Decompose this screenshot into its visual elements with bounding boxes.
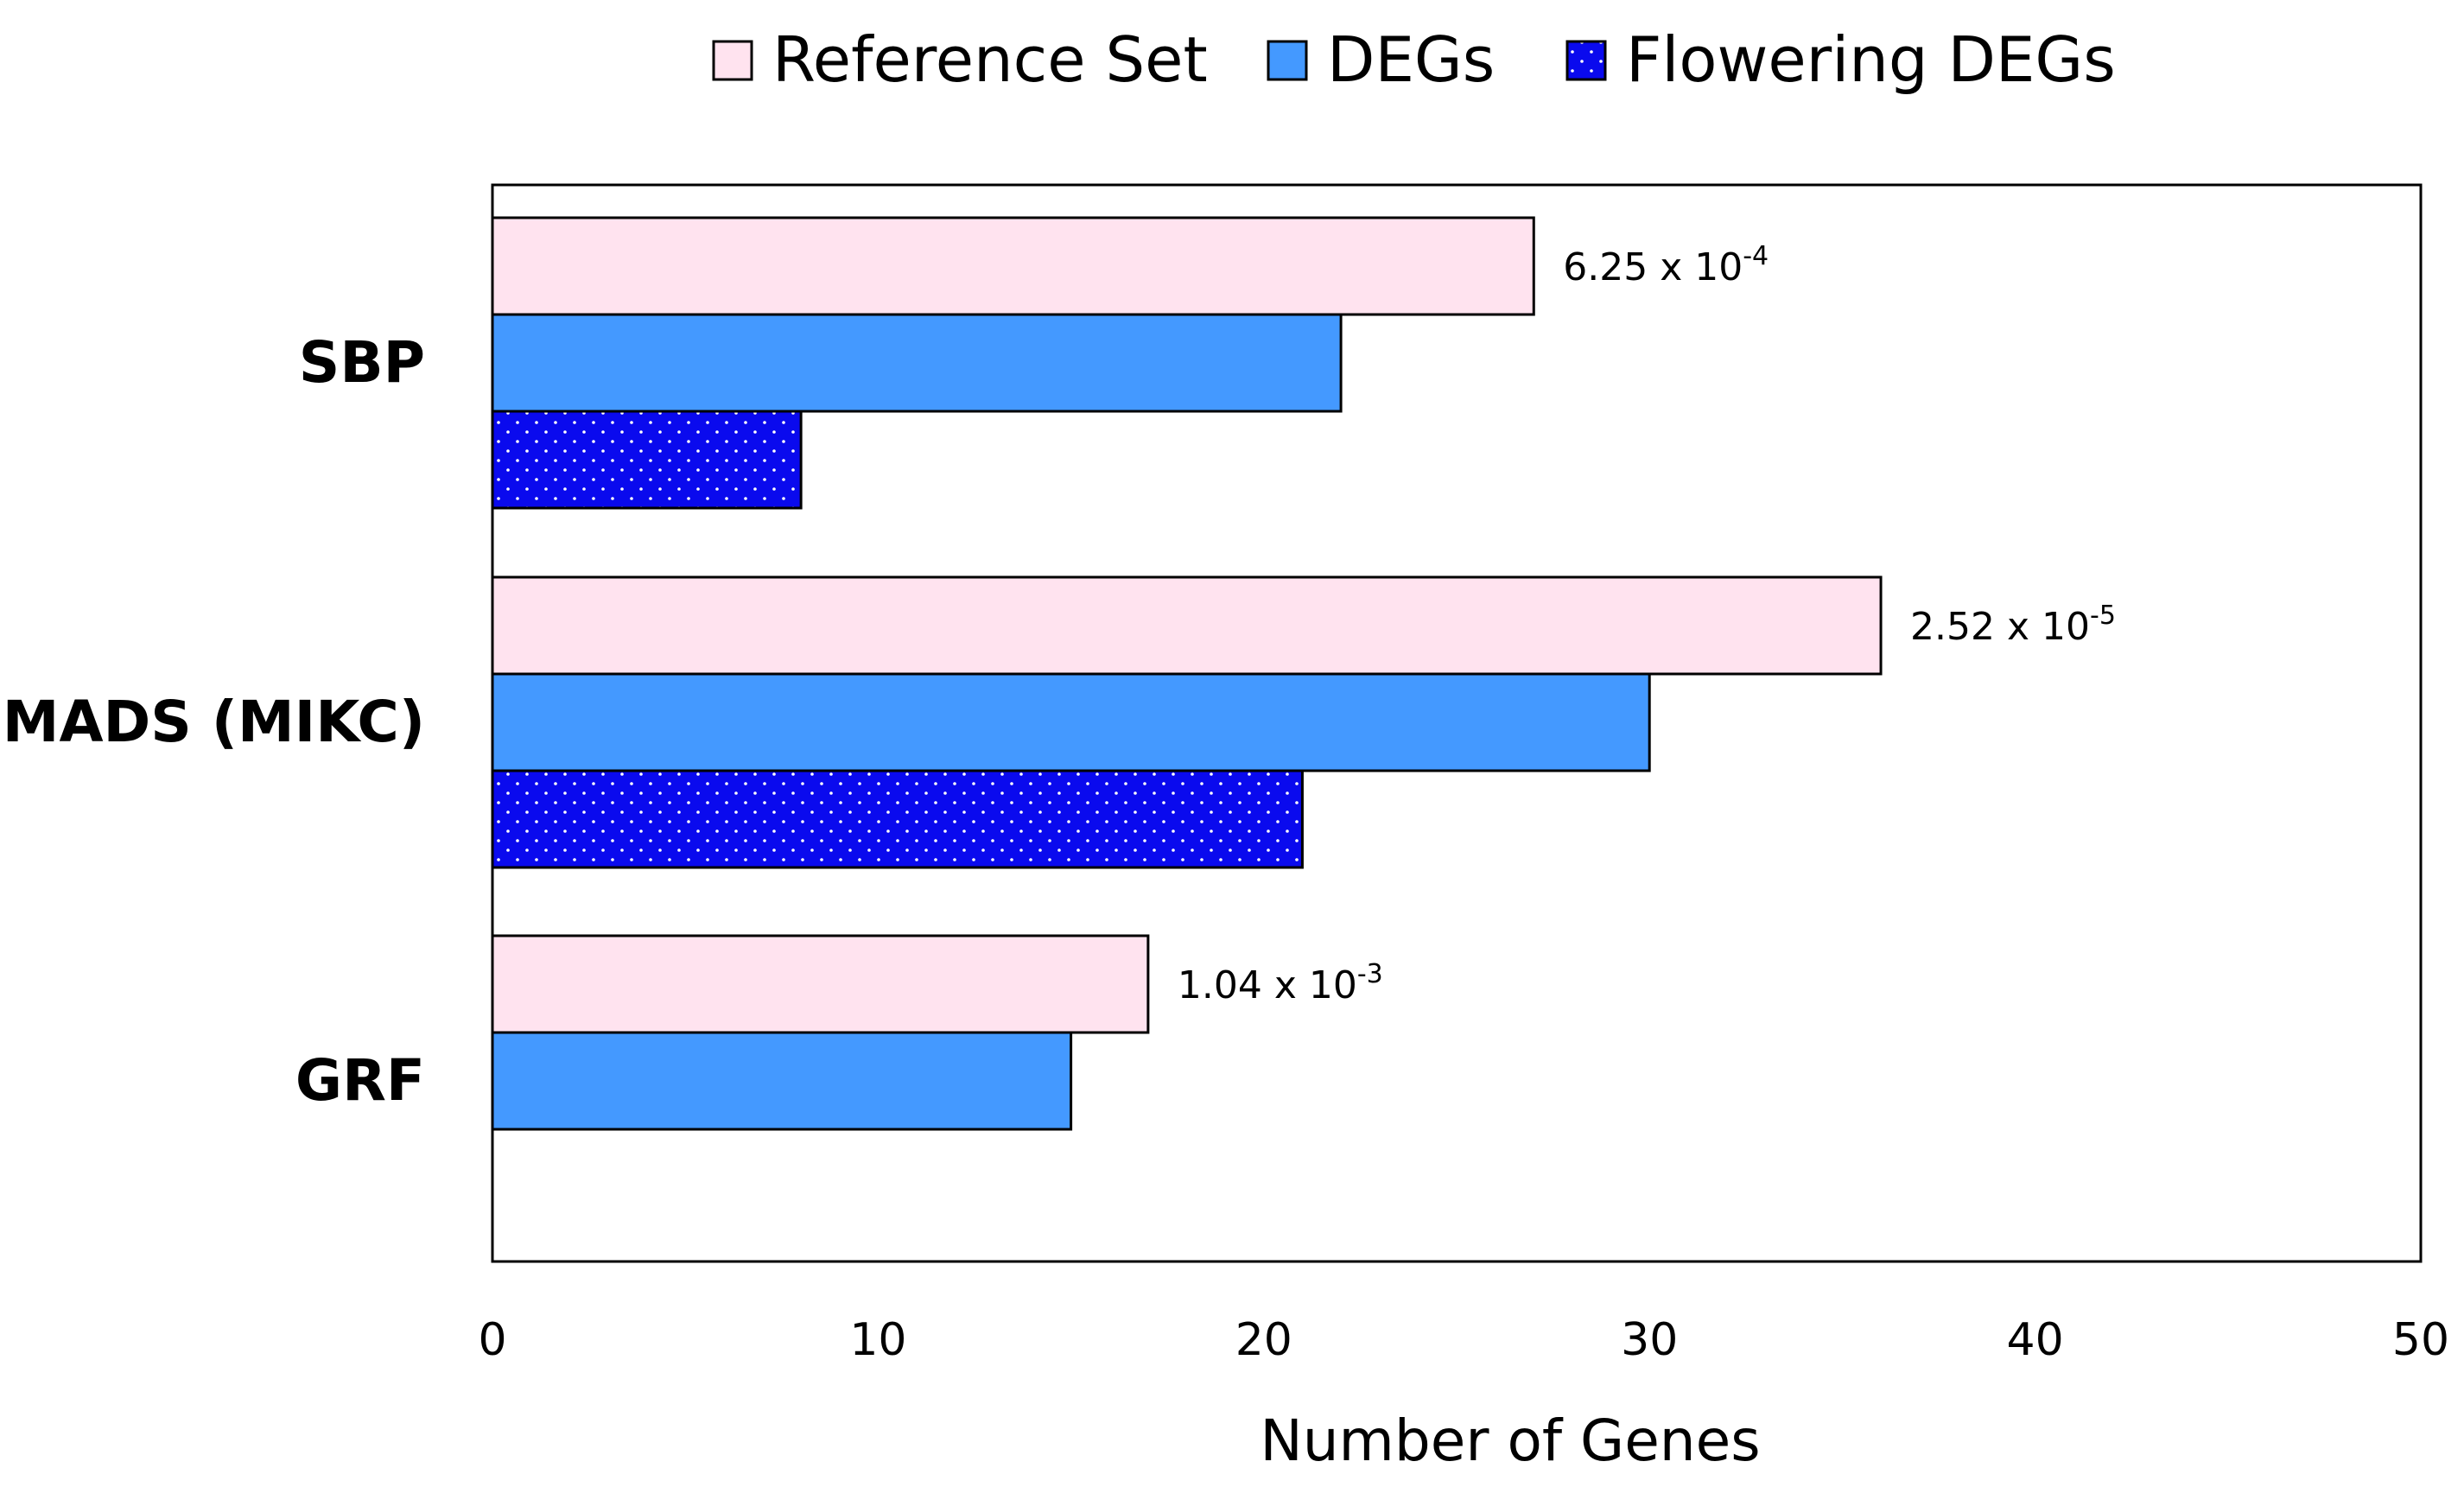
pvalue-label-mads-mikc: 2.52 x 10-5 xyxy=(1910,601,2116,649)
bar-grf-reference-set xyxy=(491,934,1150,1034)
legend-swatch-flowering-degs xyxy=(1565,40,1607,81)
bar-sbp-reference-set xyxy=(491,216,1535,316)
x-tick-label-10: 10 xyxy=(849,1314,906,1366)
category-label-grf: GRF xyxy=(295,1047,425,1114)
legend-label-degs: DEGs xyxy=(1327,23,1495,96)
bar-sbp-flowering-degs xyxy=(491,410,803,510)
pvalue-base: 1.04 x 10 xyxy=(1178,963,1357,1007)
x-tick-label-50: 50 xyxy=(2392,1314,2449,1366)
x-tick-label-40: 40 xyxy=(2007,1314,2064,1366)
legend-label-flowering-degs: Flowering DEGs xyxy=(1626,23,2116,96)
category-labels: SBP MADS (MIKC) GRF xyxy=(3,329,425,1114)
legend: Reference Set DEGs Flowering DEGs xyxy=(712,23,2116,96)
x-tick-label-0: 0 xyxy=(478,1314,506,1366)
legend-label-reference-set: Reference Set xyxy=(772,23,1208,96)
x-tick-label-20: 20 xyxy=(1235,1314,1292,1366)
pvalue-label-sbp: 6.25 x 10-4 xyxy=(1563,241,1769,289)
legend-swatch-reference-set xyxy=(712,40,753,81)
bar-grf-degs xyxy=(491,1031,1073,1131)
x-axis-title: Number of Genes xyxy=(1260,1408,1760,1474)
pvalue-exponent: -3 xyxy=(1357,959,1383,989)
bars-group xyxy=(491,216,1883,1131)
legend-swatch-degs xyxy=(1267,40,1308,81)
bar-mads-mikc-reference-set xyxy=(491,575,1883,676)
category-label-sbp: SBP xyxy=(299,329,425,396)
bar-mads-mikc-degs xyxy=(491,672,1651,772)
category-label-mads-mikc: MADS (MIKC) xyxy=(3,689,425,755)
legend-item-degs: DEGs xyxy=(1267,23,1495,96)
bar-mads-mikc-flowering-degs xyxy=(491,769,1304,869)
legend-item-flowering-degs: Flowering DEGs xyxy=(1565,23,2116,96)
pvalue-base: 2.52 x 10 xyxy=(1910,605,2090,649)
pvalue-exponent: -4 xyxy=(1743,241,1769,271)
bar-sbp-degs xyxy=(491,313,1343,413)
legend-item-reference-set: Reference Set xyxy=(712,23,1208,96)
pvalue-label-grf: 1.04 x 10-3 xyxy=(1178,959,1383,1007)
annotations-group: 6.25 x 10-4 2.52 x 10-5 1.04 x 10-3 xyxy=(1178,241,2116,1007)
pvalue-exponent: -5 xyxy=(2090,601,2116,631)
x-tick-labels: 0 10 20 30 40 50 xyxy=(478,1314,2449,1366)
pvalue-base: 6.25 x 10 xyxy=(1563,245,1743,289)
x-tick-label-30: 30 xyxy=(1621,1314,1678,1366)
